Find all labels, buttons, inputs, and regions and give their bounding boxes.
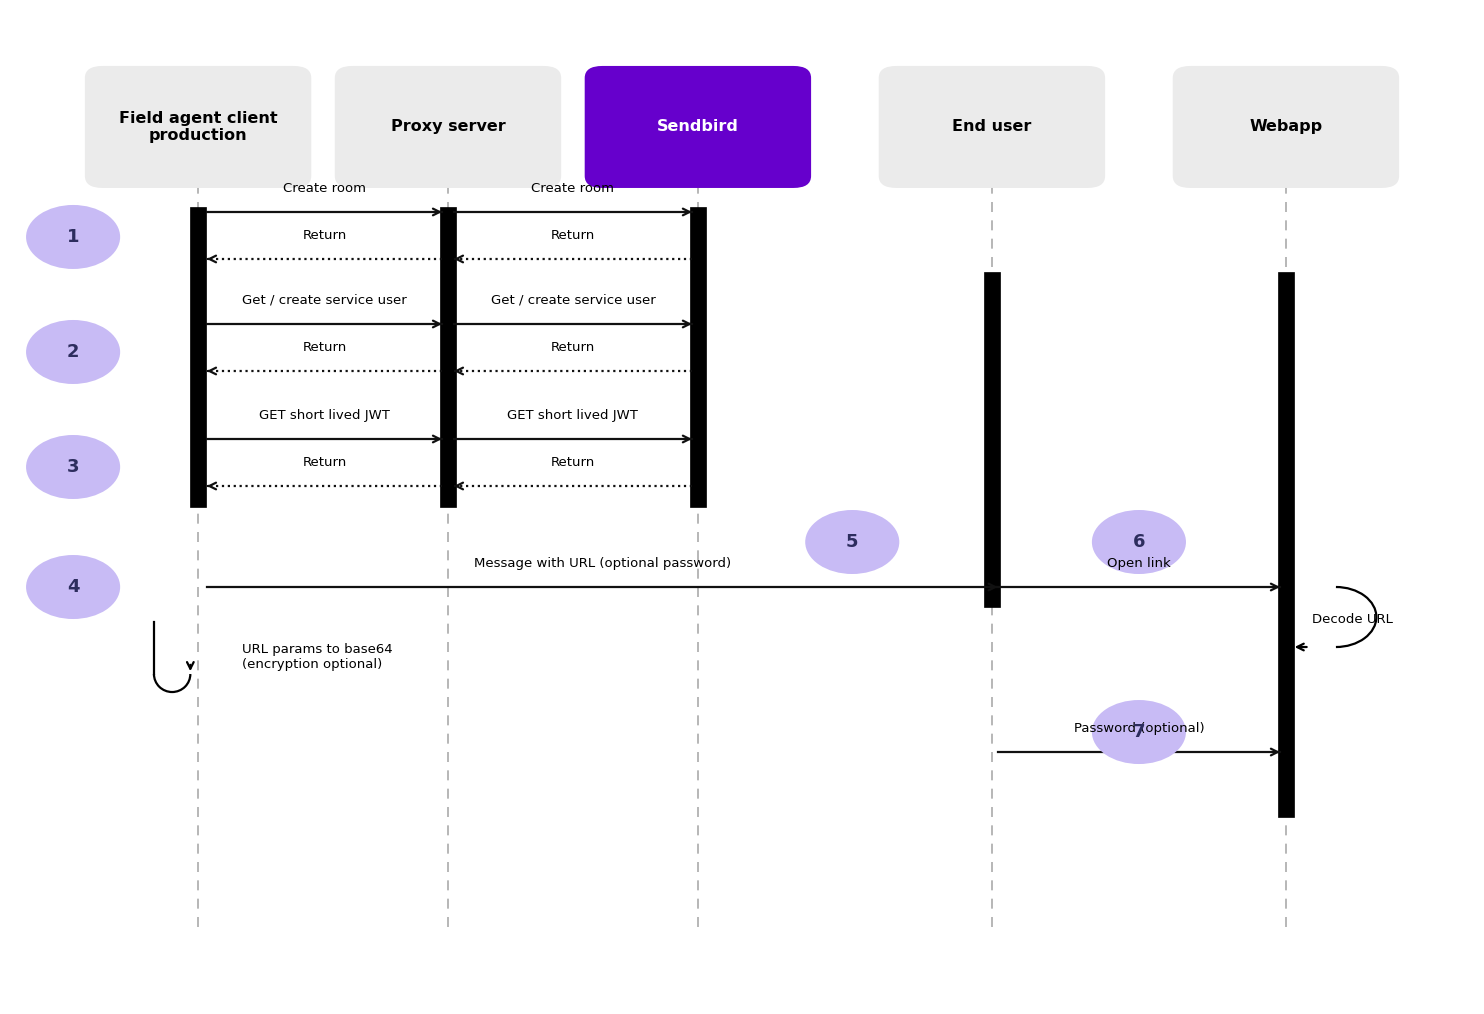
Bar xyxy=(1278,272,1294,817)
Text: Create room: Create room xyxy=(531,182,614,195)
FancyBboxPatch shape xyxy=(879,66,1106,188)
Bar xyxy=(190,207,206,507)
Text: 3: 3 xyxy=(67,458,79,476)
Text: GET short lived JWT: GET short lived JWT xyxy=(508,409,638,422)
Bar xyxy=(441,207,456,507)
Circle shape xyxy=(1092,510,1186,574)
Text: 4: 4 xyxy=(67,578,79,596)
Bar xyxy=(690,207,705,507)
Text: Return: Return xyxy=(303,229,347,242)
Text: 1: 1 xyxy=(67,228,79,246)
Text: Return: Return xyxy=(551,229,595,242)
FancyBboxPatch shape xyxy=(1172,66,1399,188)
Text: 2: 2 xyxy=(67,343,79,361)
Text: Proxy server: Proxy server xyxy=(390,120,506,135)
Text: Open link: Open link xyxy=(1107,557,1171,570)
Text: End user: End user xyxy=(953,120,1031,135)
Text: Webapp: Webapp xyxy=(1250,120,1322,135)
FancyBboxPatch shape xyxy=(335,66,561,188)
Circle shape xyxy=(806,510,899,574)
Bar xyxy=(984,272,1000,607)
Text: GET short lived JWT: GET short lived JWT xyxy=(260,409,390,422)
Text: Field agent client
production: Field agent client production xyxy=(119,111,278,143)
Text: Get / create service user: Get / create service user xyxy=(242,294,407,307)
Text: Message with URL (optional password): Message with URL (optional password) xyxy=(473,557,732,570)
Circle shape xyxy=(1092,700,1186,764)
Text: 6: 6 xyxy=(1132,533,1146,551)
FancyBboxPatch shape xyxy=(585,66,812,188)
Text: Return: Return xyxy=(551,341,595,354)
Text: URL params to base64
(encryption optional): URL params to base64 (encryption optiona… xyxy=(242,643,393,671)
Text: Return: Return xyxy=(303,456,347,469)
Text: Decode URL: Decode URL xyxy=(1312,612,1393,626)
Circle shape xyxy=(27,320,120,384)
Text: Return: Return xyxy=(551,456,595,469)
Text: Sendbird: Sendbird xyxy=(657,120,739,135)
Text: 5: 5 xyxy=(846,533,859,551)
Text: Return: Return xyxy=(303,341,347,354)
Text: Create room: Create room xyxy=(283,182,367,195)
Circle shape xyxy=(27,555,120,619)
Circle shape xyxy=(27,435,120,499)
FancyBboxPatch shape xyxy=(85,66,312,188)
Circle shape xyxy=(27,205,120,269)
Text: 7: 7 xyxy=(1132,723,1146,741)
Text: Password (optional): Password (optional) xyxy=(1073,722,1204,735)
Text: Get / create service user: Get / create service user xyxy=(491,294,656,307)
